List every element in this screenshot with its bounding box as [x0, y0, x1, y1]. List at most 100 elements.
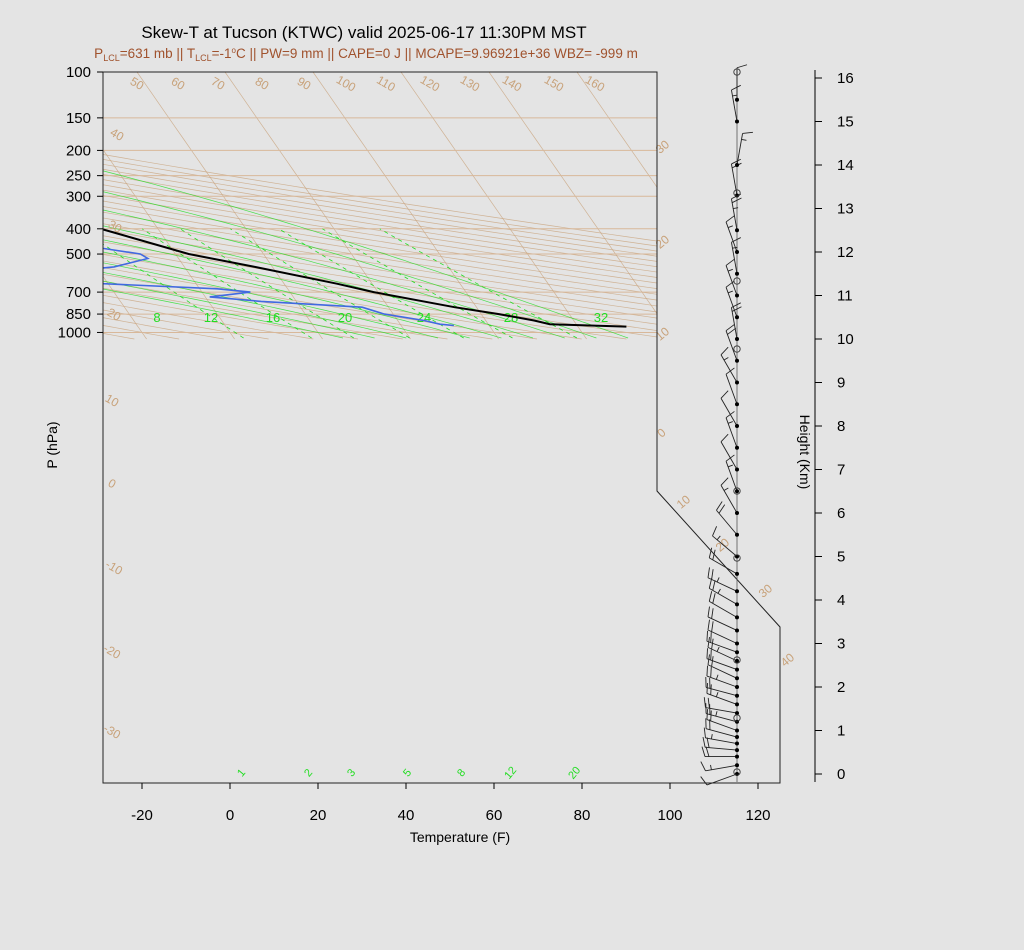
wind-barb: [731, 84, 741, 124]
wind-barb-staff: [706, 719, 738, 731]
dry-adiabat: [0, 60, 45, 339]
wind-barb-dot: [735, 571, 739, 576]
dry-adiabat: [103, 72, 780, 340]
wind-barb-dot: [735, 511, 739, 515]
adiabat-label: 10: [103, 391, 122, 410]
wind-barb-dot: [735, 489, 739, 494]
isotherm: [0, 72, 59, 339]
wind-barb: [706, 683, 739, 707]
plot-frame: [102, 71, 781, 784]
moist-adiabat: [103, 150, 502, 339]
height-tick-label: 16: [837, 70, 854, 87]
pressure-tick-label: 250: [66, 168, 91, 185]
adiabat-label: 10: [674, 492, 693, 512]
wind-barb-dot: [735, 163, 739, 167]
wind-barb-flag: [715, 711, 718, 717]
wind-barb-staff: [709, 557, 738, 575]
wind-barb-flag: [712, 549, 716, 561]
isotherm: [312, 72, 499, 340]
wind-barb-flag: [710, 764, 712, 770]
pressure-tick-label: 300: [66, 188, 91, 205]
wind-barb: [703, 697, 739, 716]
mixing-ratio-line: [379, 228, 578, 339]
y-axis-label: P (hPa): [44, 421, 60, 468]
mixing-ratio-line: [230, 228, 410, 339]
wind-barb-dot: [735, 711, 739, 716]
wind-barb-flag: [715, 692, 719, 698]
wind-barb-flag: [707, 697, 710, 709]
moist-adiabat: [103, 150, 597, 339]
wind-barb-staff: [709, 587, 738, 605]
wind-barb-dot: [735, 315, 739, 320]
wind-barb-flag: [700, 761, 706, 772]
isotherm: [103, 72, 235, 340]
wind-barb: [702, 736, 739, 753]
wind-barb-flag: [706, 665, 708, 677]
wind-barb: [725, 215, 739, 254]
wind-calm-circle: [733, 345, 741, 353]
wind-barb-dot: [735, 693, 739, 698]
dry-adiabat: [103, 72, 780, 340]
wind-barb-flag: [706, 709, 708, 720]
wind-barb-flag: [706, 737, 710, 748]
wind-barb-dot: [735, 754, 739, 759]
plot-border: [102, 71, 781, 784]
wind-barb-staff: [705, 746, 738, 751]
wind-barb: [706, 630, 739, 655]
wind-barb-staff: [705, 764, 738, 772]
dry-adiabat: [103, 72, 780, 340]
height-tick-label: 15: [837, 114, 854, 131]
mixing-ratio-line: [141, 228, 312, 339]
mixing-ratio-line: [322, 228, 513, 339]
wind-barb-dot: [735, 293, 739, 298]
wind-barb-dot: [735, 615, 739, 620]
height-axis-label: Height (Km): [797, 415, 813, 490]
wind-barb-flag: [702, 736, 706, 748]
wind-barb-flag: [727, 327, 737, 335]
wind-barb: [707, 654, 739, 681]
wind-barb-staff: [725, 265, 738, 296]
wind-barb-dot: [735, 445, 739, 450]
height-tick-label: 10: [837, 331, 854, 348]
dry-adiabat: [103, 72, 269, 340]
wind-barb-flag: [710, 710, 712, 721]
wind-barb: [706, 709, 739, 733]
height-tick-label: 1: [837, 723, 845, 740]
wind-barb-flag: [716, 646, 720, 652]
pressure-tick-label: 850: [66, 306, 91, 323]
wind-barb-flag: [706, 648, 708, 659]
wind-barb: [731, 237, 741, 276]
wind-barb-dot: [735, 271, 739, 276]
wind-barb-flag: [725, 280, 735, 288]
dry-adiabat: [103, 72, 493, 340]
wind-barb-flag: [707, 567, 710, 578]
wind-barb-staff: [720, 398, 738, 427]
pressure-tick-label: 1000: [58, 324, 91, 341]
wind-barb-flag: [712, 526, 718, 537]
wind-barb-staff: [705, 737, 738, 744]
wind-barb-staff: [707, 616, 738, 631]
wind-barb-flag: [707, 619, 710, 631]
plot-background: [103, 72, 780, 783]
wind-barb-dot: [735, 702, 739, 707]
wind-barb-flag: [711, 656, 714, 667]
wind-barb-flag: [710, 632, 712, 643]
dry-adiabat: [103, 72, 582, 340]
height-tick-label: 9: [837, 375, 845, 392]
wind-barb-flag: [703, 727, 706, 739]
wind-barb-flag: [731, 84, 741, 91]
adiabat-label: 50: [128, 74, 147, 93]
wind-barb-dot: [735, 763, 739, 768]
dry-adiabat: [103, 72, 538, 340]
dry-adiabat: [103, 72, 780, 340]
wind-barb-flag: [715, 674, 719, 680]
height-tick-label: 0: [837, 766, 845, 783]
wind-calm-circle: [733, 277, 741, 285]
pressure-tick-label: 200: [66, 142, 91, 159]
pressure-tick-label: 100: [66, 64, 91, 81]
dry-adiabat: [103, 72, 761, 340]
wind-barb-flag: [717, 588, 721, 594]
wind-barb-dot: [735, 119, 739, 124]
wind-calm-circle: [733, 68, 741, 76]
moist-adiabat-label: 20: [338, 310, 352, 325]
